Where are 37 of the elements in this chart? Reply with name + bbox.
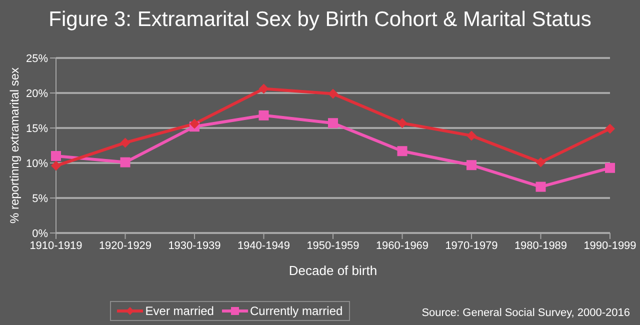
legend-label: Currently married bbox=[248, 304, 343, 318]
x-tick-label: 1920-1929 bbox=[98, 240, 152, 252]
point bbox=[397, 118, 408, 128]
point bbox=[397, 146, 408, 156]
y-tick-label: 5% bbox=[32, 192, 48, 205]
y-tick-label: 20% bbox=[26, 88, 48, 100]
point bbox=[120, 157, 130, 168]
x-tick-label: 1910-1919 bbox=[30, 240, 82, 252]
x-tick-label: 1980-1989 bbox=[514, 240, 568, 252]
point bbox=[605, 162, 615, 173]
point bbox=[120, 138, 130, 148]
x-tick-label: 1940-1949 bbox=[237, 240, 290, 252]
y-tick-label: 10% bbox=[26, 158, 48, 170]
point bbox=[466, 130, 476, 141]
x-tick-label: 1990-1999 bbox=[584, 240, 636, 252]
x-tick-label: 1970-1979 bbox=[445, 240, 498, 252]
chart-title: Figure 3: Extramarital Sex by Birth Cohort & Marital Status bbox=[48, 8, 592, 32]
point bbox=[258, 84, 269, 94]
x-tick-label: 1950-1959 bbox=[306, 240, 360, 252]
source-note: Source: General Social Survey, 2000-2016 bbox=[422, 307, 630, 319]
point bbox=[536, 182, 546, 192]
y-tick-label: 15% bbox=[26, 122, 48, 135]
y-axis-title: % reportinng extramarital sex bbox=[7, 67, 22, 224]
x-axis-title: Decade of birth bbox=[288, 263, 378, 278]
point bbox=[51, 151, 61, 161]
point bbox=[466, 160, 476, 170]
point bbox=[328, 88, 338, 99]
x-tick-label: 1960-1969 bbox=[376, 240, 429, 252]
legend-label: Ever married bbox=[144, 304, 214, 318]
point bbox=[605, 124, 615, 134]
point bbox=[328, 118, 338, 128]
point bbox=[258, 110, 269, 120]
y-tick-label: 25% bbox=[26, 52, 48, 65]
y-tick-label: 0% bbox=[32, 228, 48, 240]
x-tick-label: 1930-1939 bbox=[168, 240, 221, 252]
point bbox=[190, 118, 200, 129]
point bbox=[536, 157, 546, 168]
